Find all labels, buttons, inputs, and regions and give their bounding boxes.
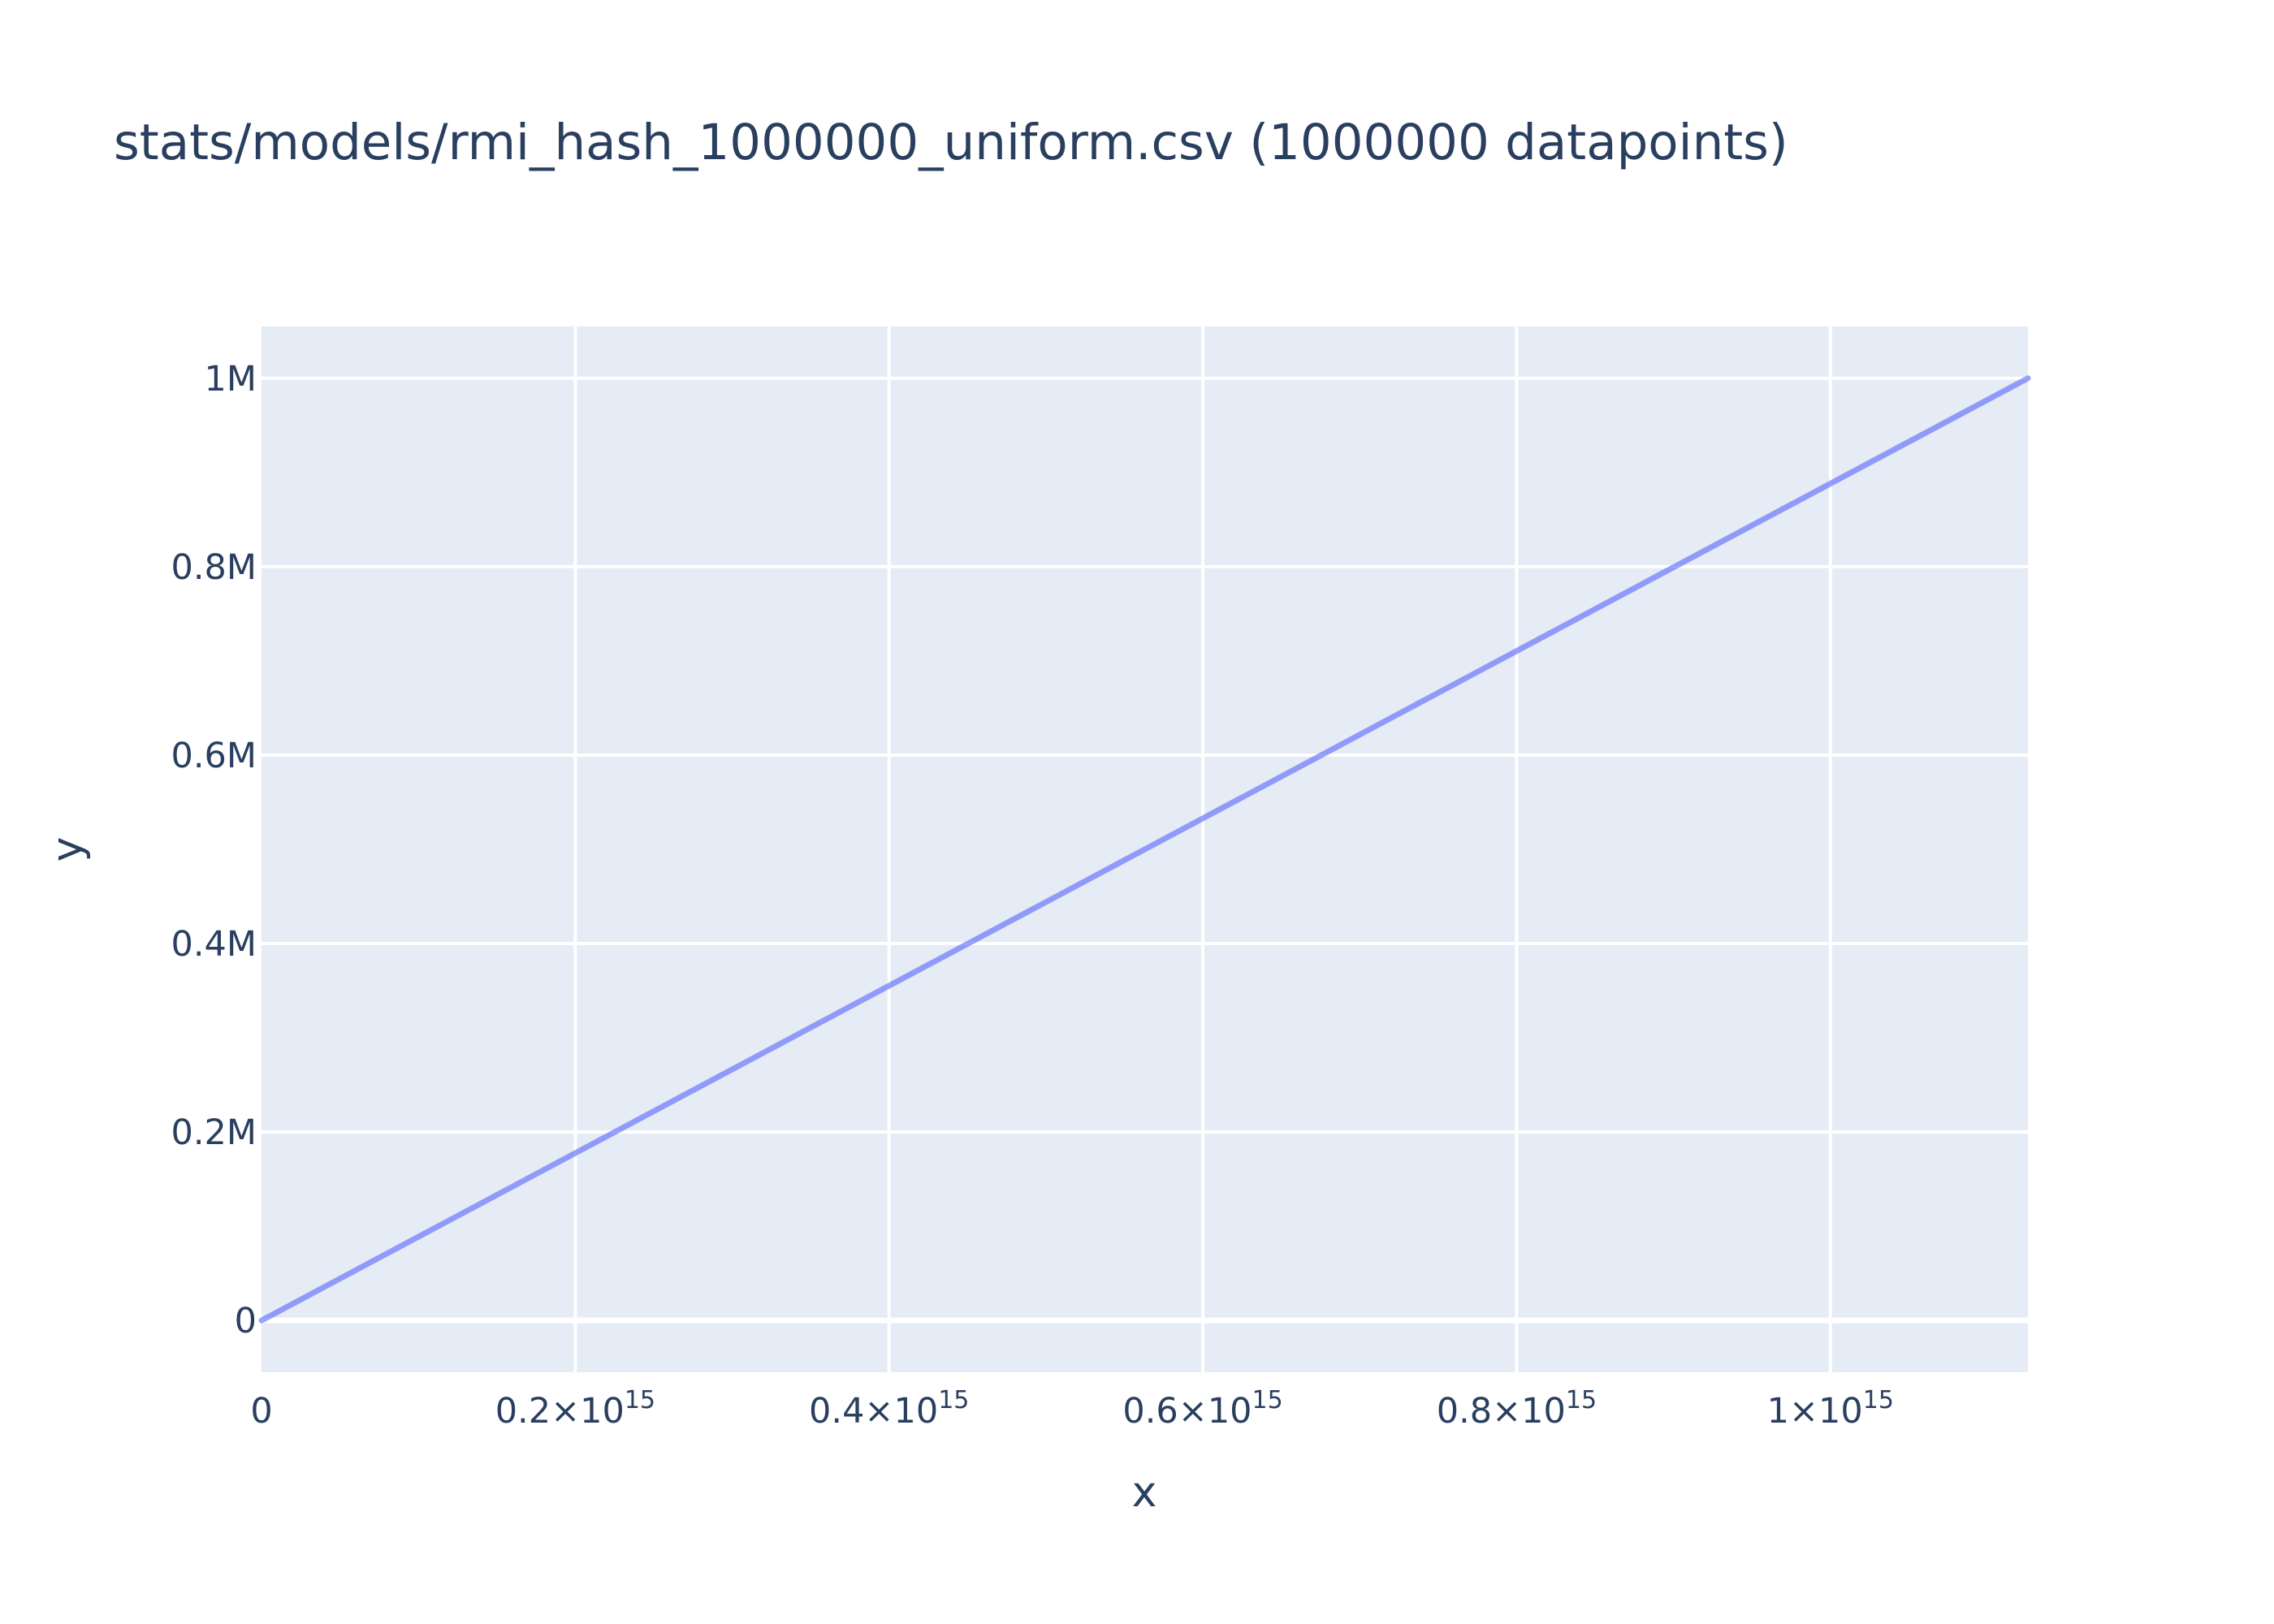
x-tick-label: 0.8×1015 bbox=[1437, 1386, 1597, 1432]
y-axis-title: y bbox=[43, 837, 92, 862]
x-tick-label: 0.6×1015 bbox=[1122, 1386, 1282, 1432]
y-tick-label: 1M bbox=[205, 359, 257, 400]
y-tick-labels: 0 0.2M 0.4M 0.6M 0.8M 1M bbox=[171, 359, 257, 1341]
x-tick-label: 1×1015 bbox=[1767, 1386, 1894, 1432]
chart-title: stats/models/rmi_hash_1000000_uniform.cs… bbox=[114, 114, 1788, 171]
x-tick-labels: 0 0.2×1015 0.4×1015 0.6×1015 0.8×1015 1×1015 bbox=[250, 1386, 1894, 1432]
y-tick-label: 0.6M bbox=[171, 736, 257, 776]
x-tick-label: 0.2×1015 bbox=[495, 1386, 655, 1432]
y-tick-label: 0.4M bbox=[171, 924, 257, 965]
series-line bbox=[258, 375, 2031, 1324]
series-layer bbox=[258, 375, 2031, 1324]
y-tick-label: 0.2M bbox=[171, 1112, 257, 1153]
x-tick-label: 0.4×1015 bbox=[809, 1386, 969, 1432]
y-tick-label: 0.8M bbox=[171, 547, 257, 588]
x-tick-label: 0 bbox=[250, 1391, 272, 1432]
y-tick-label: 0 bbox=[235, 1301, 257, 1341]
x-axis-title: x bbox=[1132, 1468, 1157, 1517]
grid-lines bbox=[262, 326, 2028, 1372]
